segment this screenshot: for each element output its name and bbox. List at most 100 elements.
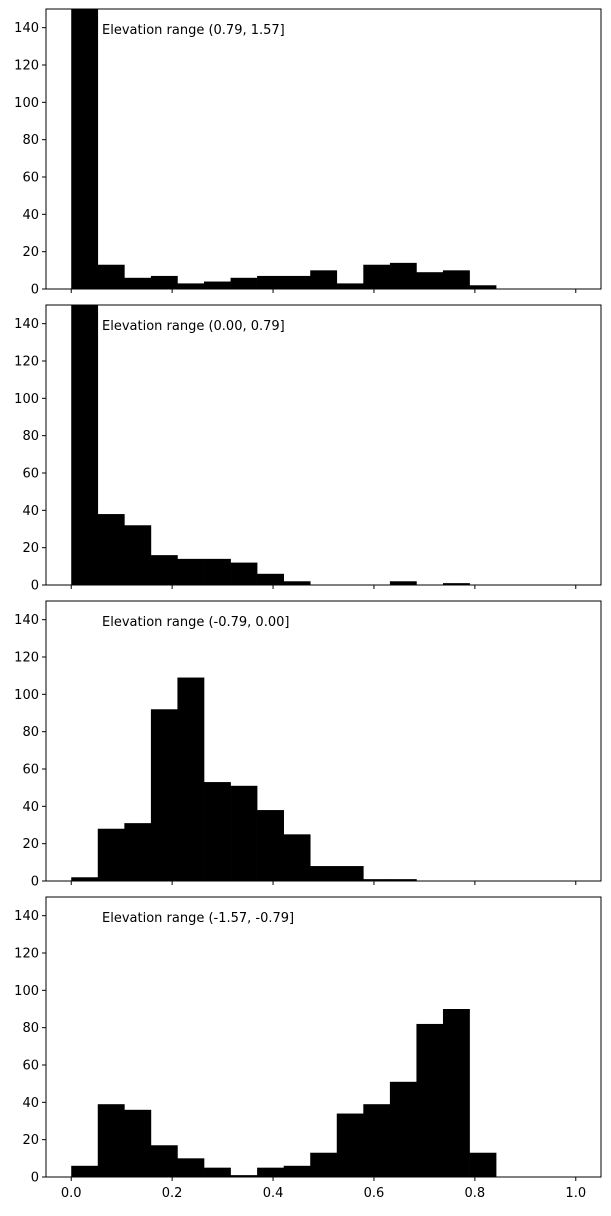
y-tick-label: 20 bbox=[22, 541, 39, 556]
x-tick-label: 0.0 bbox=[61, 1186, 82, 1201]
histogram-bar bbox=[230, 1175, 258, 1177]
histogram-bar bbox=[71, 1165, 99, 1177]
histogram-bar bbox=[204, 558, 231, 585]
y-tick-label: 40 bbox=[22, 800, 39, 815]
elevation-range-label: Elevation range (0.00, 0.79] bbox=[102, 319, 285, 334]
histogram-bar bbox=[310, 1152, 338, 1177]
x-tick-label: 0.4 bbox=[263, 1186, 284, 1201]
histogram-bar bbox=[389, 1081, 417, 1177]
y-tick-label: 100 bbox=[14, 688, 39, 703]
histogram-bar bbox=[442, 1009, 470, 1177]
y-tick-label: 80 bbox=[22, 725, 39, 740]
elevation-range-label: Elevation range (-1.57, -0.79] bbox=[102, 911, 294, 926]
bars bbox=[71, 305, 470, 585]
y-tick-label: 140 bbox=[14, 909, 39, 924]
histogram-bar bbox=[469, 1152, 497, 1177]
histogram-bar bbox=[389, 879, 417, 881]
histogram-bar bbox=[177, 677, 205, 881]
histogram-bar bbox=[124, 823, 152, 881]
panel-elevation-mid-high: 0 20 40 60 80 100 120 140 Elevation range (0.00,… bbox=[14, 304, 602, 594]
histogram-bar bbox=[336, 866, 364, 881]
histogram-bar bbox=[257, 810, 284, 881]
histogram-bar bbox=[150, 555, 178, 585]
bars bbox=[71, 9, 497, 289]
histogram-bar bbox=[177, 283, 205, 289]
y-tick-label: 0 bbox=[31, 283, 39, 298]
panel-elevation-low: 0 20 40 60 80 100 120 140 0.0 0.2 0.4 0.6 0.8 1.0 Elev… bbox=[14, 896, 602, 1201]
histogram-bar bbox=[389, 581, 417, 585]
y-tick-label: 60 bbox=[22, 1059, 39, 1074]
axes-frame bbox=[45, 896, 602, 1178]
histogram-bar bbox=[124, 277, 152, 289]
y-tick-label: 140 bbox=[14, 21, 39, 36]
y-tick-label: 120 bbox=[14, 355, 39, 370]
histogram-bar bbox=[71, 305, 99, 585]
y-tick-label: 100 bbox=[14, 392, 39, 407]
bars bbox=[71, 1009, 497, 1177]
histogram-bar bbox=[97, 828, 125, 881]
histogram-bar bbox=[124, 525, 152, 585]
histogram-bar bbox=[150, 275, 178, 289]
y-tick-label: 140 bbox=[14, 613, 39, 628]
y-tick-label: 40 bbox=[22, 504, 39, 519]
y-tick-label: 40 bbox=[22, 208, 39, 223]
y-tick-label: 0 bbox=[31, 875, 39, 890]
axes-frame bbox=[45, 8, 602, 290]
histogram-bar bbox=[283, 275, 311, 289]
histogram-bar bbox=[416, 1023, 444, 1177]
y-tick-label: 40 bbox=[22, 1096, 39, 1111]
histogram-bar bbox=[336, 1113, 364, 1177]
x-tick-label: 0.8 bbox=[465, 1186, 486, 1201]
elevation-range-label: Elevation range (0.79, 1.57] bbox=[102, 23, 285, 38]
elevation-range-label: Elevation range (-0.79, 0.00] bbox=[102, 615, 289, 630]
y-tick-label: 120 bbox=[14, 651, 39, 666]
histogram-bar bbox=[257, 573, 284, 585]
histogram-bar bbox=[177, 558, 205, 585]
histogram-bar bbox=[230, 277, 258, 289]
histogram-bar bbox=[363, 264, 391, 289]
histogram-bar bbox=[363, 1104, 391, 1177]
y-tick-label: 60 bbox=[22, 763, 39, 778]
histogram-bar bbox=[363, 879, 391, 881]
y-tick-label: 100 bbox=[14, 984, 39, 999]
histogram-bar bbox=[204, 281, 231, 289]
y-tick-label: 80 bbox=[22, 133, 39, 148]
histogram-bar bbox=[257, 275, 284, 289]
y-tick-label: 20 bbox=[22, 837, 39, 852]
histogram-bar bbox=[442, 583, 470, 585]
histogram-bar bbox=[71, 877, 99, 881]
y-tick-label: 20 bbox=[22, 1133, 39, 1148]
histogram-bar bbox=[124, 1109, 152, 1177]
histogram-bar bbox=[310, 270, 338, 289]
bars bbox=[71, 677, 417, 881]
panel-elevation-high: 0 20 40 60 80 100 120 140 Elevation range (0.79,… bbox=[14, 8, 602, 298]
histogram-bar bbox=[389, 262, 417, 289]
histogram-bar bbox=[283, 581, 311, 585]
histogram-bar bbox=[204, 782, 231, 881]
y-tick-label: 140 bbox=[14, 317, 39, 332]
histogram-bar bbox=[257, 1167, 284, 1177]
histogram-bar bbox=[416, 272, 444, 289]
histogram-bar bbox=[283, 834, 311, 881]
histogram-bar bbox=[204, 1167, 231, 1177]
axes-frame bbox=[45, 304, 602, 586]
y-tick-label: 80 bbox=[22, 1021, 39, 1036]
y-tick-label: 80 bbox=[22, 429, 39, 444]
histogram-bar bbox=[442, 270, 470, 289]
histogram-bar bbox=[150, 1145, 178, 1177]
y-tick-label: 120 bbox=[14, 59, 39, 74]
histogram-bar bbox=[71, 9, 99, 289]
axes-frame bbox=[45, 600, 602, 882]
y-tick-label: 120 bbox=[14, 947, 39, 962]
histogram-bar bbox=[97, 1104, 125, 1177]
y-tick-label: 60 bbox=[22, 171, 39, 186]
histogram-bar bbox=[283, 1165, 311, 1177]
histogram-bar bbox=[177, 1158, 205, 1177]
histogram-bar bbox=[97, 514, 125, 585]
histogram-bar bbox=[230, 785, 258, 881]
y-tick-label: 20 bbox=[22, 245, 39, 260]
y-tick-label: 60 bbox=[22, 467, 39, 482]
histogram-bar bbox=[469, 285, 497, 289]
x-tick-label: 1.0 bbox=[565, 1186, 586, 1201]
